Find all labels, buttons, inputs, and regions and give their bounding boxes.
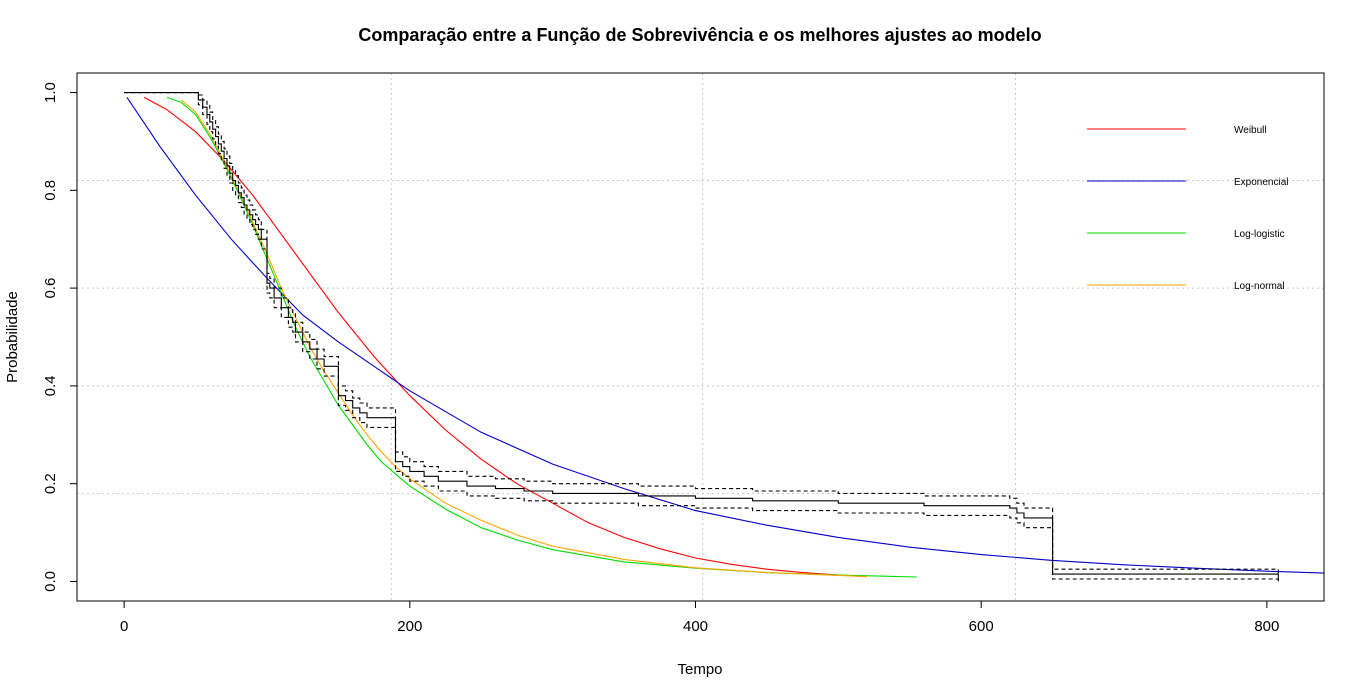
legend-label: Exponencial bbox=[1234, 177, 1288, 188]
x-tick-label: 800 bbox=[1254, 618, 1279, 635]
y-axis-label: Probabilidade bbox=[4, 291, 21, 383]
y-tick-label: 0.2 bbox=[42, 473, 59, 494]
legend-label: Weibull bbox=[1234, 125, 1267, 136]
x-axis-label: Tempo bbox=[677, 661, 722, 678]
confidence-band bbox=[124, 92, 1279, 575]
chart-title: Comparação entre a Função de Sobrevivênc… bbox=[358, 25, 1041, 45]
y-tick-label: 1.0 bbox=[42, 82, 59, 103]
y-tick-label: 0.8 bbox=[42, 180, 59, 201]
kaplan-meier-curve bbox=[124, 92, 1279, 582]
legend-label: Log-normal bbox=[1234, 281, 1285, 292]
plot-frame bbox=[76, 72, 1325, 602]
x-tick-label: 400 bbox=[683, 618, 708, 635]
series-line-weibull bbox=[143, 96, 867, 578]
y-tick-label: 0.4 bbox=[42, 375, 59, 396]
y-tick-label: 0.6 bbox=[42, 278, 59, 299]
x-axis: 0 200 400 600 800 bbox=[120, 600, 1279, 635]
series-line-log-normal bbox=[180, 99, 867, 578]
x-tick-label: 0 bbox=[120, 618, 128, 635]
series-line-log-logistic bbox=[166, 96, 917, 578]
grid bbox=[77, 73, 1324, 601]
x-tick-label: 600 bbox=[969, 618, 994, 635]
legend: Weibull Exponencial Log-logistic Log-normal bbox=[1087, 125, 1288, 292]
y-tick-label: 0.0 bbox=[42, 571, 59, 592]
plot-curves bbox=[124, 92, 1325, 582]
x-tick-label: 200 bbox=[397, 618, 422, 635]
confidence-band bbox=[124, 92, 1279, 582]
series-line-exponencial bbox=[126, 97, 1325, 574]
y-axis: 0.0 0.2 0.4 0.6 0.8 1.0 bbox=[42, 82, 78, 592]
legend-label: Log-logistic bbox=[1234, 229, 1285, 240]
